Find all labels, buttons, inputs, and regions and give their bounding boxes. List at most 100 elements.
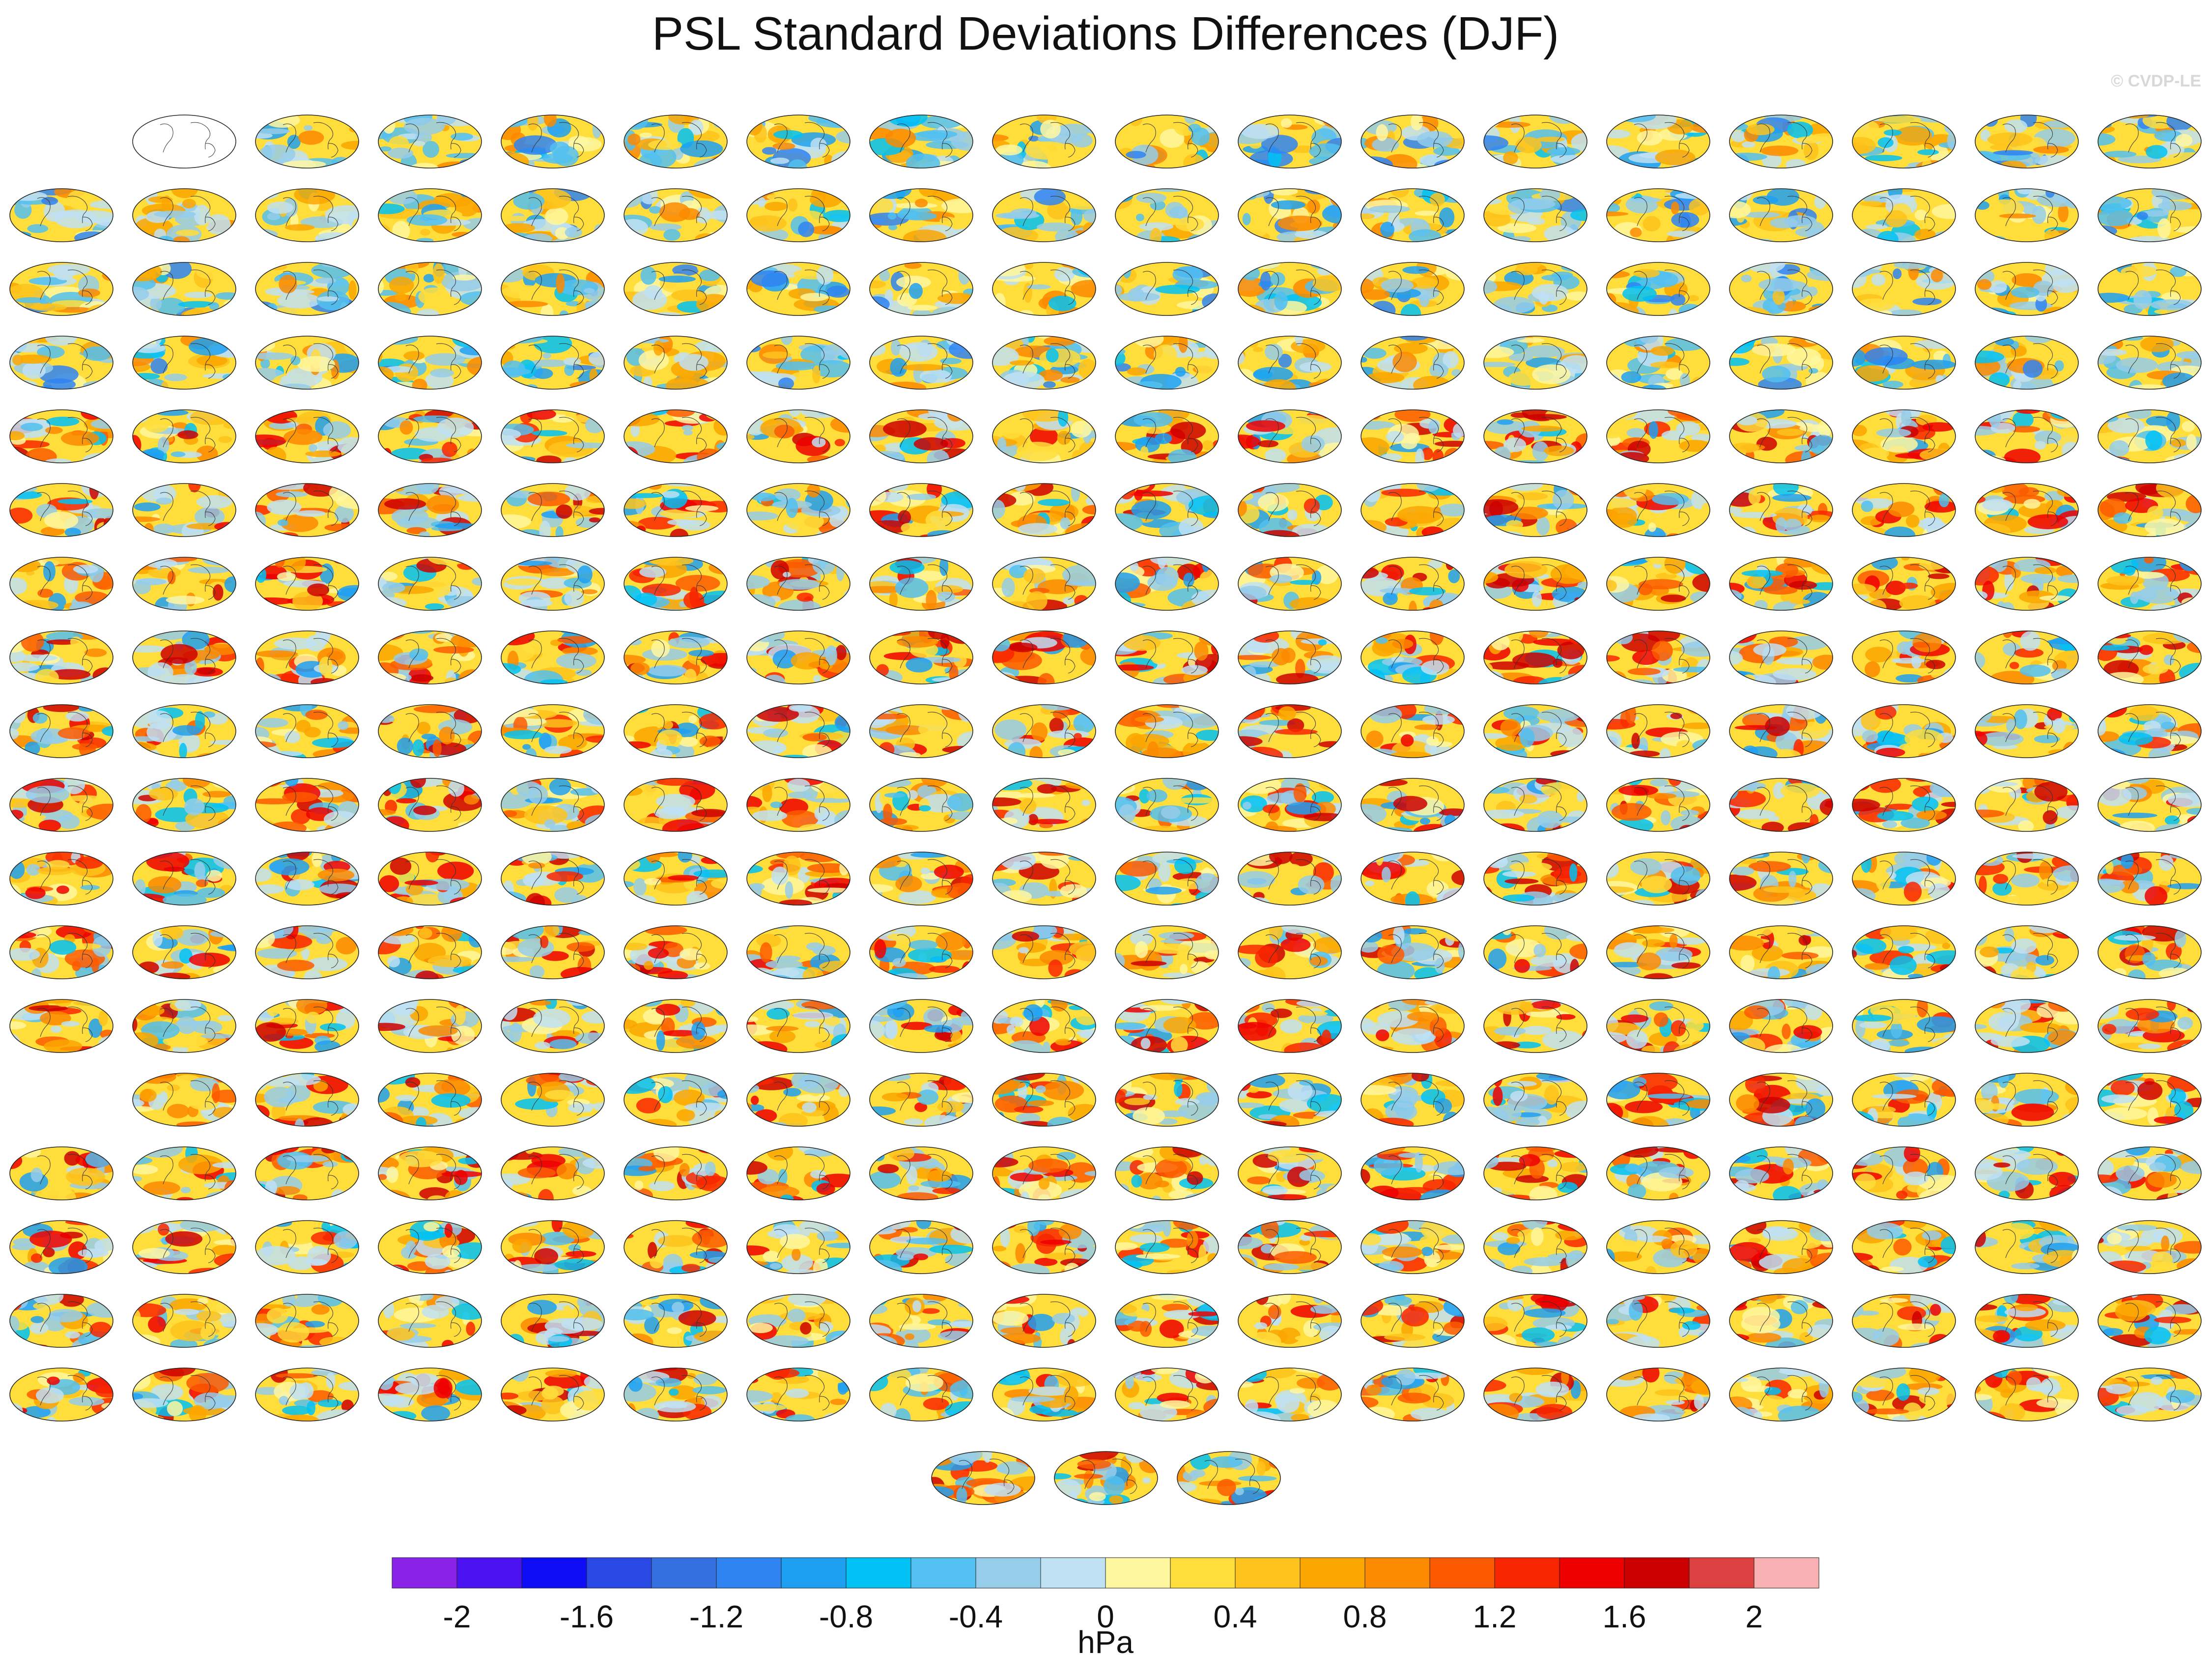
map-panel [1237,1367,1342,1424]
map-panel-field [1238,704,1342,758]
map-panel [931,1451,1036,1508]
map-panel-field [255,1073,359,1127]
map-panel-field [1975,778,2079,832]
map-panel [1483,777,1588,835]
map-panel [2097,777,2202,835]
map-panel-field [1606,557,1710,611]
map-panel-field [378,336,482,390]
map-panel [1483,1367,1588,1424]
map-panel-field [992,114,1096,169]
map-panel-field [869,1220,973,1274]
map-panel [623,1146,728,1203]
map-panel-field [1606,1073,1710,1127]
map-panel-field [869,999,973,1053]
map-panel-field [501,1294,605,1348]
map-panel-field [255,336,359,390]
map-panel-field [378,1294,482,1348]
map-panel [255,409,360,466]
map-panel [1114,335,1219,393]
map-panel [2097,114,2202,171]
map-panel-field [1361,1367,1465,1422]
map-panel-field [1483,336,1587,390]
map-panel [623,704,728,761]
map-panel [1237,188,1342,245]
map-panel-field [255,630,359,684]
map-panel [1237,1072,1342,1130]
map-panel-field [1361,1220,1465,1274]
map-panel-field [1729,188,1833,242]
map-panel [132,1146,237,1203]
map-panel-field [746,778,850,832]
map-panel-field [1852,1294,1956,1348]
map-panel-field [1361,1073,1465,1127]
map-panel [132,925,237,982]
map-panel [1237,998,1342,1056]
map-panel-field [9,336,113,390]
map-panel-field [255,778,359,832]
map-panel-field [869,630,973,684]
map-panel [500,925,605,982]
watermark: © CVDP-LE [2111,72,2201,90]
map-panel-field [255,1220,359,1274]
map-panel [1360,556,1465,614]
map-panel-field [1115,483,1219,537]
colorbar-tick-label: 1.2 [1473,1599,1517,1634]
map-panel [1851,261,1956,319]
map-panel [1606,188,1711,245]
map-panel [1974,556,2079,614]
map-panel [1360,704,1465,761]
map-panel [255,188,360,245]
map-panel-field [992,557,1096,611]
map-panel-field [1852,557,1956,611]
map-panel-field [624,1073,728,1127]
map-panel-field [1729,483,1833,537]
map-panel-field [9,852,113,906]
map-panel [746,409,851,466]
map-panel [377,1072,482,1130]
map-panel-field [1483,114,1587,169]
colorbar-tick-label: 0.4 [1214,1599,1257,1634]
map-panel-field [9,1146,113,1200]
colorbar-tick-label: -1.6 [560,1599,614,1634]
map-panel [255,1367,360,1424]
map-panel [377,1220,482,1277]
map-panel [1851,114,1956,171]
map-panel [377,630,482,687]
map-panel [746,114,851,171]
map-panel-field [1361,1294,1465,1348]
map-panel [255,851,360,909]
map-panel-field [1729,114,1833,169]
map-panel-field [2098,630,2202,684]
map-panel [1114,409,1219,466]
map-panel-field [992,262,1096,316]
map-panel-field [624,778,728,832]
map-panel-field [378,852,482,906]
map-panel-field [624,557,728,611]
map-panel-field [1606,852,1710,906]
map-panel [500,188,605,245]
map-panel [377,556,482,614]
map-panel [869,483,974,540]
map-panel [132,114,237,171]
map-panel [1606,409,1711,466]
map-panel [869,777,974,835]
map-panel-field [1483,188,1587,242]
map-panel-field [255,925,359,979]
map-panel [132,188,237,245]
map-panel-field [746,704,850,758]
map-panel [9,261,114,319]
map-panel [1114,777,1219,835]
map-panel [1851,1072,1956,1130]
map-panel-field [992,1146,1096,1200]
map-panel [377,1146,482,1203]
map-panel [1729,1367,1834,1424]
map-panel-field [132,262,236,316]
colorbar-tick-label: 2 [1745,1599,1763,1634]
map-panel-field [132,1294,236,1348]
map-panel [377,1367,482,1424]
map-panel-field [132,778,236,832]
map-panel [1114,188,1219,245]
map-panel [1360,1293,1465,1351]
map-panel-field [1483,778,1587,832]
